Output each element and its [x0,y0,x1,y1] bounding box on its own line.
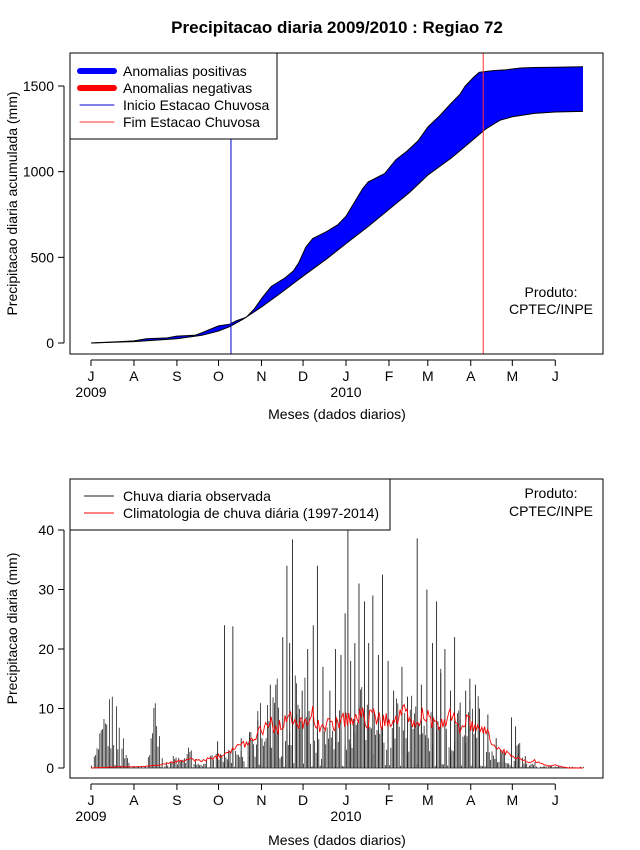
climatology-cumulative-line [90,110,584,344]
x-tick-label: N [256,368,266,384]
year-label: 2010 [330,808,361,824]
x-tick-label: J [552,368,559,384]
y-tick-label: 30 [38,582,54,598]
daily-bars [91,530,584,769]
x-tick-label: A [129,792,139,808]
x-tick-label: J [343,792,350,808]
y-tick-label: 0 [46,760,54,776]
x-tick-label: O [213,368,224,384]
x-tick-label: O [213,792,224,808]
x-tick-label: J [88,792,95,808]
legend-label: Anomalias positivas [123,63,247,79]
legend-label: Chuva diaria observada [123,488,271,504]
product-source: CPTEC/INPE [509,503,593,519]
legend-label: Fim Estacao Chuvosa [123,114,260,130]
x-axis-label: Meses (dados diarios) [268,406,406,422]
x-tick-label: N [256,792,266,808]
positive-anomaly-area [91,66,583,344]
x-tick-label: D [298,792,308,808]
climatology-daily-line [90,703,583,769]
observed-cumulative-line [90,66,584,344]
y-axis-label: Precipitacao diaria (mm) [4,553,20,705]
x-tick-label: J [343,368,350,384]
y-tick-label: 20 [38,641,54,657]
x-axis-label: Meses (dados diarios) [268,832,406,848]
legend-label: Inicio Estacao Chuvosa [123,97,270,113]
y-tick-label: 40 [38,522,54,538]
y-tick-label: 500 [31,249,55,265]
y-tick-label: 1000 [23,164,54,180]
y-axis-label: Precipitacao diaria acumulada (mm) [4,91,20,315]
x-tick-label: D [298,368,308,384]
legend-label: Anomalias negativas [123,80,252,96]
product-source: CPTEC/INPE [509,301,593,317]
x-tick-label: M [506,792,518,808]
x-tick-label: M [422,792,434,808]
x-tick-label: F [385,368,394,384]
x-tick-label: S [172,792,181,808]
x-tick-label: S [172,368,181,384]
y-tick-label: 10 [38,701,54,717]
x-tick-label: M [506,368,518,384]
legend-label: Climatologia de chuva diária (1997-2014) [123,505,379,521]
x-tick-label: A [466,792,476,808]
x-tick-label: J [552,792,559,808]
y-tick-label: 0 [46,335,54,351]
x-tick-label: A [466,368,476,384]
x-tick-label: A [129,368,139,384]
year-label: 2009 [75,384,106,400]
product-label: Produto: [525,284,578,300]
figure-title: Precipitacao diaria 2009/2010 : Regiao 7… [171,18,503,37]
year-label: 2009 [75,808,106,824]
plot-frame [69,52,604,355]
x-tick-label: F [385,792,394,808]
product-label: Produto: [525,485,578,501]
legend-box [69,478,391,531]
legend-box [69,52,278,140]
x-tick-label: J [88,368,95,384]
x-tick-label: M [422,368,434,384]
y-tick-label: 1500 [23,78,54,94]
year-label: 2010 [330,384,361,400]
